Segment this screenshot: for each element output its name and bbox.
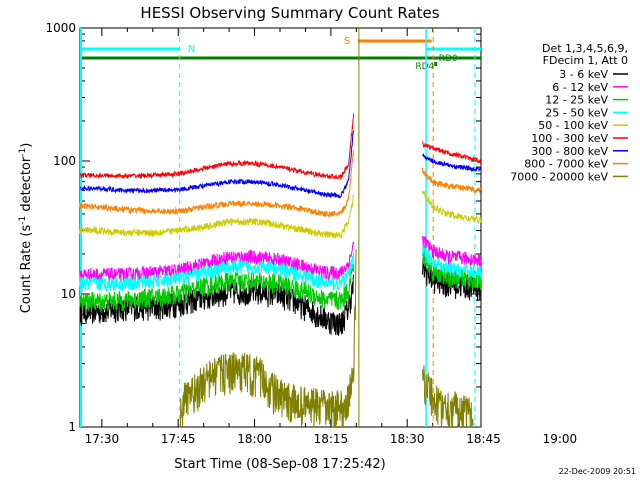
y-axis-label-part: detector: [19, 156, 34, 216]
x-tick-label: 18:30: [390, 432, 425, 446]
series-line: [79, 195, 355, 239]
legend-label: 3 - 6 keV: [559, 68, 608, 81]
legend-label: 7000 - 20000 keV: [510, 170, 608, 183]
series-line: [422, 167, 482, 194]
legend-header-line: FDecim 1, Att 0: [543, 54, 628, 67]
series-line: [422, 141, 482, 165]
chart-title: HESSI Observing Summary Count Rates: [140, 4, 439, 22]
series-group: [79, 113, 482, 429]
legend-label: 300 - 800 keV: [531, 145, 608, 158]
series-line: [79, 252, 355, 292]
series-line: [422, 245, 482, 279]
rd-marker: [434, 62, 438, 66]
y-tick-label: 1: [68, 420, 76, 434]
x-tick-label: 18:45: [466, 432, 501, 446]
series-line: [422, 235, 482, 270]
y-axis-label: Count Rate (s-1 detector-1): [18, 143, 34, 314]
legend-label: 25 - 50 keV: [545, 106, 608, 119]
series-line: [79, 113, 355, 181]
date-stamp: 22-Dec-2009 20:51: [559, 467, 636, 476]
x-tick-label: 18:15: [314, 432, 349, 446]
legend-label: 50 - 100 keV: [538, 119, 608, 132]
x-axis: 17:30 17:45 18:00 18:15 18:30 18:45 19:00: [85, 28, 578, 446]
y-tick-label: 100: [53, 154, 76, 168]
series-line: [79, 149, 355, 219]
status-markers: N S RD4 RD0: [80, 28, 481, 427]
series-line: [79, 263, 355, 314]
series-line: [79, 130, 355, 199]
saa-label: S: [344, 36, 350, 47]
series-line: [422, 190, 482, 225]
series-line: [179, 249, 357, 428]
legend-header-line: Det 1,3,4,5,6,9,: [542, 42, 628, 55]
legend-label: 100 - 300 keV: [531, 132, 608, 145]
series-line: [422, 365, 474, 429]
y-axis-label-sup: -1: [18, 216, 28, 225]
y-tick-label: 10: [61, 287, 76, 301]
x-tick-label: 17:30: [85, 432, 120, 446]
legend-label: 6 - 12 keV: [552, 81, 608, 94]
night-label: N: [188, 44, 195, 55]
rd4-label: RD4: [415, 62, 434, 72]
legend: Det 1,3,4,5,6,9, FDecim 1, Att 0 3 - 6 k…: [510, 42, 628, 183]
series-line: [79, 274, 355, 336]
x-tick-label: 18:00: [237, 432, 272, 446]
x-axis-label: Start Time (08-Sep-08 17:25:42): [174, 457, 385, 472]
y-axis-label-part: ): [19, 143, 34, 148]
x-tick-label: 17:45: [161, 432, 196, 446]
x-tick-label: 19:00: [543, 432, 578, 446]
legend-label: 800 - 7000 keV: [524, 158, 608, 171]
y-axis: 1 10 100 1000: [45, 21, 481, 434]
y-tick-label: 1000: [45, 21, 76, 35]
y-axis-label-part: Count Rate (s: [19, 225, 34, 314]
series-line: [422, 152, 482, 173]
y-axis-label-sup: -1: [18, 148, 28, 157]
series-line: [422, 246, 482, 291]
legend-label: 12 - 25 keV: [545, 94, 608, 107]
rd0-label: RD0: [439, 54, 458, 64]
